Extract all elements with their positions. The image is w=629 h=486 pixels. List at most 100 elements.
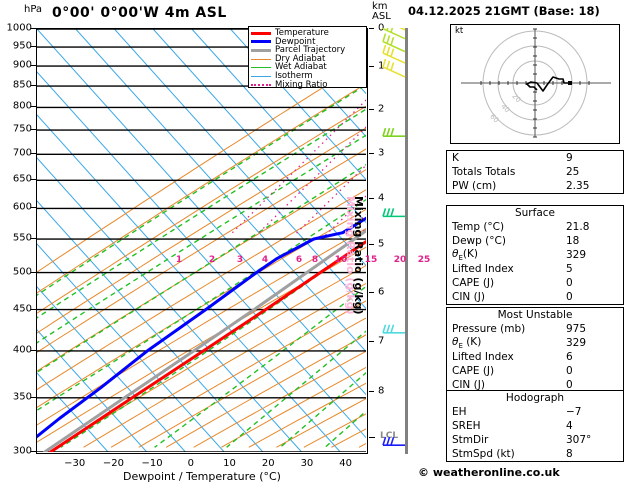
legend-item: Dewpoint <box>251 37 364 47</box>
pressure-tick-label: 550 <box>12 232 32 244</box>
pressure-tick-mark <box>31 46 36 48</box>
table-cell-key: θE(K) <box>452 247 478 263</box>
temperature-tick-label: 40 <box>339 458 353 469</box>
legend-label: Parcel Trajectory <box>275 45 346 56</box>
pressure-tick-label: 750 <box>12 123 32 135</box>
table-row: Temp (°C) 21.8 <box>447 220 623 234</box>
skewt-plot-area <box>36 28 368 454</box>
table-row: θE (K) 329 <box>447 336 623 350</box>
wind-barb <box>382 208 405 218</box>
table-cell-key: CAPE (J) <box>452 277 495 289</box>
table-cell-key: StmSpd (kt) <box>452 448 515 460</box>
pressure-tick-mark <box>31 271 36 273</box>
mixing-ratio-value-label: 2 <box>208 255 216 265</box>
height-tick-label: 7 <box>378 335 385 347</box>
table-cell-value: 4 <box>566 420 573 432</box>
pressure-tick-label: 700 <box>12 147 32 159</box>
pressure-tick-mark <box>31 238 36 240</box>
height-tick-mark <box>369 390 374 392</box>
wind-barb <box>382 127 405 137</box>
datetime-title: 04.12.2025 21GMT (Base: 18) <box>408 4 600 18</box>
pressure-tick-mark <box>31 207 36 209</box>
pressure-tick-mark <box>31 129 36 131</box>
table-cell-value: 18 <box>566 235 580 247</box>
table-cell-key: Pressure (mb) <box>452 323 526 335</box>
pressure-tick-label: 300 <box>12 445 32 457</box>
table-cell-key: StmDir <box>452 434 489 446</box>
table-row: CAPE (J) 0 <box>447 276 623 290</box>
height-tick-mark <box>369 28 374 29</box>
table-cell-value: 8 <box>566 448 573 460</box>
pressure-tick-mark <box>31 179 36 181</box>
table-row: PW (cm) 2.35 <box>447 179 623 193</box>
mixing-ratio-value-label: 6 <box>295 255 303 265</box>
height-tick-mark <box>369 340 374 342</box>
pressure-unit-label: hPa <box>24 4 43 15</box>
table-cell-value: 329 <box>566 337 587 349</box>
pressure-tick-label: 900 <box>12 59 32 71</box>
table-cell-key: θE (K) <box>452 335 482 351</box>
table-cell-key: PW (cm) <box>452 180 497 192</box>
pressure-tick-label: 500 <box>12 266 32 278</box>
height-tick-label: 1 <box>378 60 385 72</box>
mixing-ratio-value-label: 20 <box>393 255 407 265</box>
lcl-tick-mark <box>369 437 375 438</box>
temperature-tick-label: 20 <box>261 458 275 469</box>
table-cell-value: 6 <box>566 351 573 363</box>
table-cell-key: SREH <box>452 420 481 432</box>
table-cell-value: 21.8 <box>566 221 590 233</box>
table-cell-value: 9 <box>566 152 573 164</box>
height-tick-label: 0 <box>378 22 385 34</box>
table-header: Surface <box>514 207 555 219</box>
height-unit-label: km ASL <box>372 2 391 22</box>
pressure-tick-label: 950 <box>12 40 32 52</box>
table-cell-value: 0 <box>566 379 573 391</box>
table-row: Lifted Index 6 <box>447 350 623 364</box>
temperature-tick-label: 30 <box>300 458 314 469</box>
table-row: Dewp (°C) 18 <box>447 234 623 248</box>
table-cell-value: 0 <box>566 365 573 377</box>
table-most-unstable: Most Unstable Pressure (mb) 975 θE (K) 329 Li… <box>446 307 624 393</box>
legend-item: Parcel Trajectory <box>251 46 364 55</box>
height-unit-line1: km <box>372 1 388 12</box>
legend-label: Isotherm <box>275 70 313 81</box>
temperature-tick-label: 0 <box>187 458 194 469</box>
table-row: StmDir 307° <box>447 433 623 447</box>
skewt-panel: hPa 0°00' 0°00'W 4m ASL km ASL 300 350 400… <box>7 2 431 484</box>
table-hodograph-stats: Hodograph EH −7 SREH 4 StmDir 307° StmSpd (kt) 8 <box>446 390 624 462</box>
height-tick-mark <box>369 152 374 154</box>
table-cell-key: Dewp (°C) <box>452 235 506 247</box>
pressure-tick-label: 850 <box>12 79 32 91</box>
wind-barb <box>399 28 406 31</box>
mixing-ratio-value-label: 15 <box>364 255 378 265</box>
height-tick-mark <box>369 292 374 293</box>
wind-barb <box>382 324 405 334</box>
temperature-tick-label: 10 <box>223 458 236 469</box>
hodograph-ring-label: 40 <box>499 102 511 114</box>
legend-swatch <box>251 58 271 60</box>
height-tick-label: 3 <box>378 147 385 159</box>
table-cell-value: 975 <box>566 323 587 335</box>
pressure-tick-mark <box>31 106 36 108</box>
wind-barbs <box>382 28 406 446</box>
pressure-tick-mark <box>31 65 36 67</box>
pressure-tick-label: 800 <box>12 100 32 112</box>
table-header: Most Unstable <box>497 309 573 321</box>
table-indices: K 9 Totals Totals 25 PW (cm) 2.35 <box>446 150 624 194</box>
legend-label: Dry Adiabat <box>275 53 326 64</box>
table-cell-key: CIN (J) <box>452 379 485 391</box>
hodograph-unit-label: kt <box>455 26 464 36</box>
height-tick-label: 4 <box>378 192 385 204</box>
temperature-tick-label: −30 <box>64 458 86 469</box>
height-tick-mark <box>369 244 374 246</box>
height-tick-label: 8 <box>378 385 385 397</box>
xaxis-title: Dewpoint / Temperature (°C) <box>123 470 281 483</box>
height-tick-mark <box>369 65 374 67</box>
table-cell-value: 0 <box>566 291 573 303</box>
page-title: 0°00' 0°00'W 4m ASL <box>52 5 227 21</box>
pressure-tick-mark <box>31 153 36 155</box>
table-row: Pressure (mb) 975 <box>447 322 623 336</box>
pressure-tick-mark <box>31 396 36 398</box>
